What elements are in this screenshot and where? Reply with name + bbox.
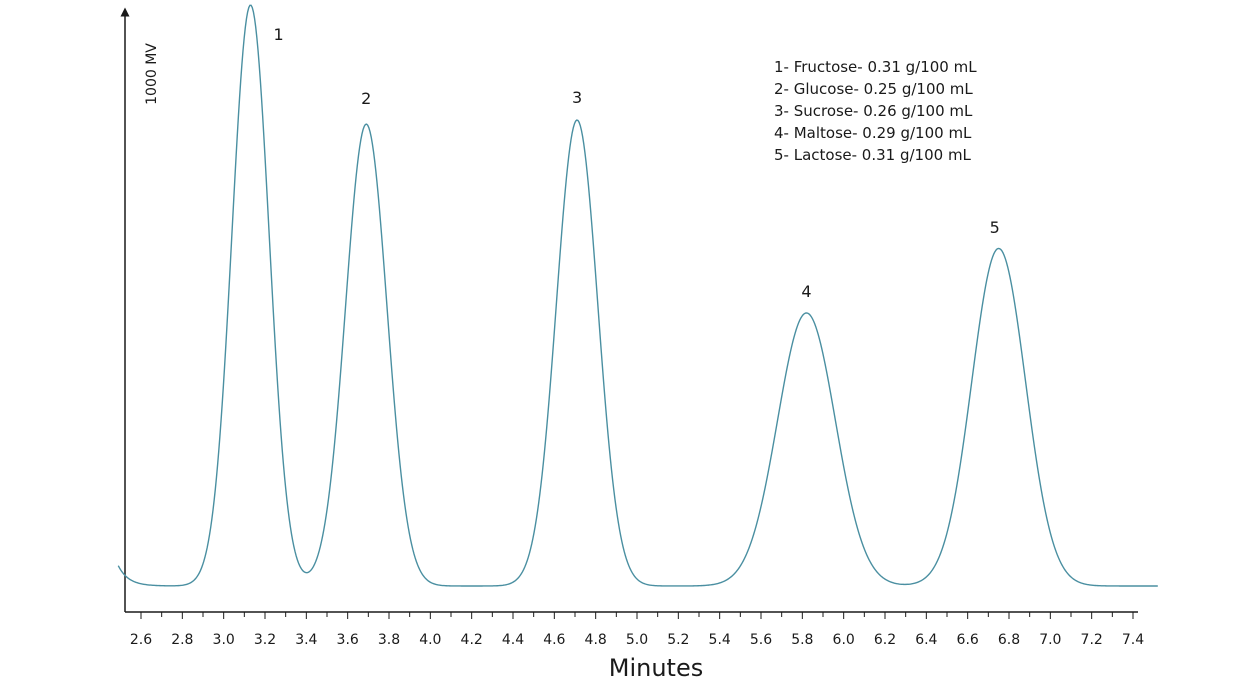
x-axis-title: Minutes [609,654,703,682]
peak-labels: 1 2 3 4 5 [273,25,999,301]
x-tick-label: 4.2 [461,632,483,648]
x-ticks: 2.6 2.8 3.0 3.2 3.4 3.6 3.8 4.0 4.2 4.4 4.6 4.8 5.0 5… [130,612,1144,648]
x-tick-label: 5.0 [626,632,648,648]
peak-label-5: 5 [990,218,1000,237]
x-tick-label: 4.8 [585,632,607,648]
x-tick-label: 3.8 [378,632,400,648]
x-tick-label: 4.6 [543,632,565,648]
chromatogram-trace [117,4,1158,587]
peak-label-3: 3 [572,88,582,107]
x-tick-label: 2.8 [171,632,193,648]
legend-entry: 5- Lactose- 0.31 g/100 mL [774,146,972,164]
x-tick-label: 6.0 [833,632,855,648]
x-tick-label: 3.6 [337,632,359,648]
x-tick-label: 6.4 [915,632,937,648]
x-tick-label: 5.2 [667,632,689,648]
x-tick-label: 6.8 [998,632,1020,648]
x-tick-label: 5.4 [709,632,731,648]
x-tick-label: 3.0 [213,632,235,648]
x-tick-label: 5.8 [791,632,813,648]
legend-entry: 4- Maltose- 0.29 g/100 mL [774,124,972,142]
legend-entry: 3- Sucrose- 0.26 g/100 mL [774,102,973,120]
y-axis-title: 1000 MV [144,43,160,105]
x-tick-label: 6.6 [957,632,979,648]
x-tick-label: 5.6 [750,632,772,648]
legend: 1- Fructose- 0.31 g/100 mL 2- Glucose- 0.… [774,58,977,164]
peak-label-1: 1 [273,25,283,44]
axes [120,7,1138,613]
x-tick-label: 7.0 [1039,632,1061,648]
x-tick-label: 3.4 [295,632,317,648]
x-tick-label: 4.4 [502,632,524,648]
legend-entry: 1- Fructose- 0.31 g/100 mL [774,58,977,76]
x-tick-label: 2.6 [130,632,152,648]
peak-label-4: 4 [801,282,811,301]
x-tick-label: 4.0 [419,632,441,648]
legend-entry: 2- Glucose- 0.25 g/100 mL [774,80,973,98]
peak-label-2: 2 [361,89,371,108]
x-tick-label: 3.2 [254,632,276,648]
x-tick-label: 7.4 [1122,632,1144,648]
x-tick-label: 6.2 [874,632,896,648]
x-tick-label: 7.2 [1081,632,1103,648]
